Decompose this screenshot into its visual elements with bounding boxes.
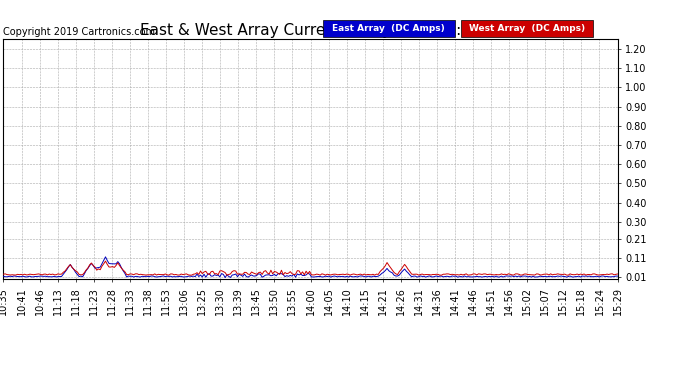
Text: West Array  (DC Amps): West Array (DC Amps)	[469, 24, 584, 33]
FancyBboxPatch shape	[461, 20, 593, 37]
Text: East Array  (DC Amps): East Array (DC Amps)	[332, 24, 445, 33]
Title: East & West Array Current Wed Jan 23 15:33: East & West Array Current Wed Jan 23 15:…	[140, 23, 481, 38]
Text: Copyright 2019 Cartronics.com: Copyright 2019 Cartronics.com	[3, 27, 155, 37]
FancyBboxPatch shape	[323, 20, 455, 37]
